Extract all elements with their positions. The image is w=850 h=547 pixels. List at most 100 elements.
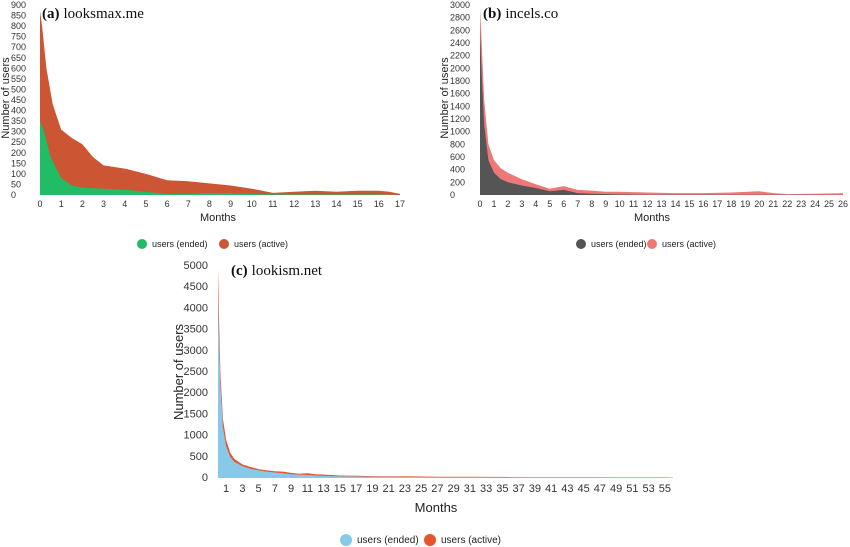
y-tick-label: 0 [450, 190, 455, 200]
x-tick-label: 23 [796, 199, 806, 209]
y-tick-label: 800 [11, 21, 26, 31]
y-tick-label: 900 [11, 0, 26, 10]
y-tick-label: 1600 [450, 89, 470, 99]
y-tick-label: 100 [11, 169, 26, 179]
x-tick-label: 22 [782, 199, 792, 209]
y-tick-label: 4000 [184, 302, 208, 314]
x-tick-label: 4 [533, 199, 538, 209]
area-users-active [40, 11, 400, 195]
x-tick-label: 21 [382, 483, 394, 495]
y-tick-label: 5000 [184, 260, 208, 272]
legend-label: users (ended) [152, 239, 208, 249]
y-tick-label: 700 [11, 42, 26, 52]
x-tick-label: 13 [310, 199, 320, 209]
legend-marker [424, 534, 436, 546]
x-tick-label: 51 [626, 483, 638, 495]
x-tick-label: 47 [594, 483, 606, 495]
x-tick-label: 12 [642, 199, 652, 209]
x-axis-label: Months [415, 500, 458, 515]
x-tick-label: 11 [302, 483, 313, 495]
legend-marker [137, 239, 147, 249]
panel-site-name: lookism.net [252, 263, 323, 279]
x-tick-label: 2 [80, 199, 85, 209]
x-tick-label: 0 [37, 199, 42, 209]
y-tick-label: 800 [450, 139, 465, 149]
y-tick-label: 150 [11, 158, 26, 168]
y-tick-label: 1200 [450, 114, 470, 124]
x-tick-label: 9 [228, 199, 233, 209]
y-tick-label: 2800 [450, 13, 470, 23]
x-tick-label: 24 [810, 199, 820, 209]
x-tick-label: 4 [122, 199, 127, 209]
x-tick-label: 16 [698, 199, 708, 209]
x-tick-label: 53 [642, 483, 654, 495]
legend-marker [340, 534, 352, 546]
x-tick-label: 39 [529, 483, 541, 495]
x-tick-label: 26 [838, 199, 848, 209]
x-tick-label: 5 [547, 199, 552, 209]
x-tick-label: 29 [447, 483, 459, 495]
y-tick-label: 0 [202, 472, 208, 484]
x-tick-label: 1 [491, 199, 496, 209]
y-tick-label: 1000 [184, 430, 208, 442]
x-tick-label: 17 [350, 483, 362, 495]
x-tick-label: 14 [331, 199, 341, 209]
x-tick-label: 3 [239, 483, 245, 495]
x-tick-label: 41 [545, 483, 557, 495]
y-tick-label: 750 [11, 32, 26, 42]
legend-label: users (ended) [357, 535, 419, 546]
x-tick-label: 7 [186, 199, 191, 209]
x-tick-label: 10 [247, 199, 257, 209]
panel-title: (a) looksmax.me [42, 6, 144, 22]
y-tick-label: 350 [11, 116, 26, 126]
panel-3: 0 500 1000 1500 2000 2500 3000 3500 4000 4500 5000… [171, 260, 673, 546]
y-tick-label: 450 [11, 95, 26, 105]
y-tick-label: 500 [11, 84, 26, 94]
x-tick-label: 5 [143, 199, 148, 209]
x-tick-label: 2 [505, 199, 510, 209]
x-tick-label: 15 [353, 199, 363, 209]
x-tick-label: 55 [659, 483, 671, 495]
y-tick-label: 1800 [450, 76, 470, 86]
legend-label: users (active) [441, 535, 501, 546]
y-tick-label: 300 [11, 127, 26, 137]
x-tick-label: 1 [223, 483, 229, 495]
x-tick-label: 17 [712, 199, 722, 209]
x-tick-label: 10 [615, 199, 625, 209]
legend-label: users (active) [234, 239, 288, 249]
x-tick-label: 31 [464, 483, 476, 495]
y-tick-label: 650 [11, 53, 26, 63]
x-tick-label: 25 [415, 483, 427, 495]
y-tick-label: 250 [11, 137, 26, 147]
panel-letter: (b) [483, 6, 501, 22]
y-tick-label: 200 [11, 148, 26, 158]
x-tick-label: 45 [577, 483, 589, 495]
x-tick-label: 23 [399, 483, 411, 495]
x-tick-label: 35 [496, 483, 508, 495]
x-tick-label: 16 [374, 199, 384, 209]
y-tick-label: 2400 [450, 38, 470, 48]
y-tick-label: 2000 [184, 387, 208, 399]
x-tick-label: 5 [256, 483, 262, 495]
y-tick-label: 2500 [184, 366, 208, 378]
y-tick-label: 400 [450, 165, 465, 175]
x-tick-label: 8 [589, 199, 594, 209]
y-tick-label: 850 [11, 11, 26, 21]
y-axis-label: Number of users [171, 323, 186, 420]
x-tick-label: 13 [656, 199, 666, 209]
y-tick-label: 4500 [184, 281, 208, 293]
panel-letter: (c) [231, 263, 248, 279]
x-tick-label: 9 [603, 199, 608, 209]
x-tick-label: 7 [575, 199, 580, 209]
x-tick-label: 18 [726, 199, 736, 209]
x-tick-label: 19 [366, 483, 378, 495]
area-users-ended [40, 121, 400, 195]
x-tick-label: 15 [334, 483, 346, 495]
x-tick-label: 0 [477, 199, 482, 209]
legend-label: users (active) [662, 239, 716, 249]
x-tick-label: 11 [268, 199, 277, 209]
x-tick-label: 43 [561, 483, 573, 495]
y-tick-label: 3000 [184, 345, 208, 357]
x-tick-label: 19 [740, 199, 750, 209]
